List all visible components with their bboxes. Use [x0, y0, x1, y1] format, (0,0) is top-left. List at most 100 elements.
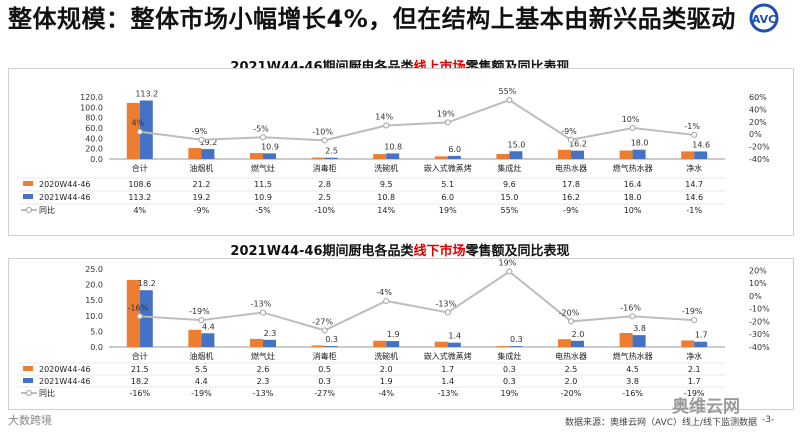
table-cell: 15.0 — [500, 193, 518, 202]
category-label: 电热水器 — [555, 351, 587, 361]
yoy-label: -13% — [251, 299, 272, 308]
bar-curr — [509, 151, 523, 159]
table-cell: 9.6 — [503, 180, 516, 189]
bar-curr — [571, 340, 584, 347]
footer-source: 数据来源：奥维云网（AVC）线上/线下监测数据 — [565, 418, 758, 428]
chart-title-offline-suffix: 零售额及同比表现 — [465, 244, 570, 259]
yoy-label: -9% — [192, 127, 208, 136]
yoy-label: -16% — [620, 303, 641, 312]
table-cell: -27% — [314, 389, 335, 398]
bar-value-label: 15.0 — [507, 140, 525, 149]
table-cell: 14.7 — [685, 180, 703, 189]
table-cell: 14% — [377, 206, 395, 215]
watermark-right: 奥维云网 — [672, 397, 740, 417]
category-label: 集成灶 — [497, 163, 521, 173]
table-cell: -19% — [684, 389, 705, 398]
y-axis-tick-label: 0.0 — [90, 155, 103, 164]
yoy-point — [136, 128, 143, 135]
yoy-label: 10% — [622, 115, 640, 124]
table-cell: 5.1 — [441, 180, 454, 189]
y2-axis-tick-label: -20% — [749, 317, 770, 326]
bar-curr — [571, 150, 584, 159]
yoy-label: 19% — [437, 109, 455, 118]
y-axis-tick-label: 100.0 — [80, 103, 103, 112]
avc-logo: AVC — [749, 3, 779, 33]
table-cell: -9% — [194, 206, 210, 215]
yoy-point — [321, 327, 328, 334]
table-cell: 2.1 — [688, 365, 701, 374]
yoy-point — [568, 318, 574, 325]
legend-label: 同比 — [39, 388, 55, 398]
yoy-line — [139, 98, 695, 142]
yoy-point — [506, 97, 513, 104]
chart-panel-offline: 0.0 5.0 10.0 15.0 20.0 25.0 -40% -30% -20% -10% 0%… — [8, 258, 794, 410]
table-cell: 2.3 — [257, 377, 270, 386]
chart-title-offline-highlight: 线下市场 — [413, 244, 466, 259]
table-cell: 10% — [624, 206, 642, 215]
yoy-point — [691, 131, 698, 138]
bar-curr — [694, 341, 708, 347]
bar-curr — [632, 149, 646, 159]
chart-offline: 0.0 5.0 10.0 15.0 20.0 25.0 -40% -30% -20% -10% 0%… — [17, 259, 770, 398]
table-cell: -20% — [561, 389, 582, 398]
category-label: 净水 — [686, 351, 702, 361]
bar-prev — [619, 332, 633, 347]
y2-axis-tick-label: 0% — [749, 292, 762, 301]
bar-value-label: 1.7 — [695, 331, 708, 340]
yoy-label: 14% — [375, 113, 393, 122]
bar-prev — [619, 150, 633, 159]
table-cell: 19.2 — [192, 193, 210, 202]
y2-axis-tick-label: -40% — [749, 343, 770, 352]
bar-curr — [324, 346, 338, 347]
bar-value-label: 0.3 — [510, 335, 523, 344]
bar-prev — [681, 340, 695, 347]
y-axis-tick-label: 40.0 — [85, 134, 103, 143]
y2-axis-tick-label: 60% — [749, 93, 767, 102]
table-cell: 21.5 — [131, 365, 149, 374]
y2-axis-tick-label: -20% — [749, 143, 770, 152]
bar-curr — [386, 341, 400, 347]
table-cell: -19% — [191, 389, 212, 398]
table-cell: 2.8 — [318, 180, 331, 189]
yoy-label: 55% — [499, 87, 517, 96]
bar-prev — [250, 153, 263, 159]
bar-prev — [434, 156, 448, 159]
yoy-label: 4% — [131, 119, 144, 128]
category-label: 电热水器 — [555, 163, 587, 173]
y-axis-tick-label: 15.0 — [85, 296, 103, 305]
table-cell: 9.5 — [380, 180, 393, 189]
y-axis-tick-label: 60.0 — [85, 124, 103, 133]
yoy-point — [321, 137, 328, 144]
bar-value-label: 2.3 — [264, 329, 277, 338]
page-headline: 整体规模：整体市场小幅增长4%，但在结构上基本由新兴品类驱动 — [8, 5, 736, 33]
table-cell: 1.4 — [441, 377, 454, 386]
table-cell: 1.9 — [380, 377, 393, 386]
category-label: 集成灶 — [497, 351, 521, 361]
chart-panel-online: 0.0 20.0 40.0 60.0 80.0 100.0 120.0 -40% -20% 0% 2… — [8, 68, 794, 236]
y-axis-tick-label: 20.0 — [85, 145, 103, 154]
table-cell: 19% — [439, 206, 457, 215]
category-label: 燃气灶 — [251, 351, 275, 361]
bar-prev — [496, 346, 510, 347]
bar-prev — [558, 339, 571, 347]
y2-axis-tick-label: -40% — [749, 155, 770, 164]
yoy-point — [198, 317, 205, 324]
table-cell: -16% — [622, 389, 643, 398]
chart-title-offline-prefix: 2021W44-46期间厨电各品类 — [230, 244, 414, 259]
legend-marker — [26, 390, 32, 396]
table-cell: 18.0 — [624, 193, 642, 202]
table-cell: 4.5 — [626, 365, 639, 374]
yoy-point — [383, 297, 390, 304]
legend-label: 2020W44-46 — [39, 180, 91, 189]
bar-value-label: 16.2 — [569, 140, 587, 149]
y2-axis-tick-label: -10% — [749, 305, 770, 314]
category-label: 净水 — [686, 163, 702, 173]
yoy-point — [260, 134, 266, 141]
table-cell: 21.2 — [192, 180, 210, 189]
bar-prev — [250, 338, 263, 347]
yoy-label: -9% — [561, 127, 577, 136]
yoy-label: -27% — [312, 317, 333, 326]
bar-prev — [681, 151, 695, 159]
table-cell: 2.0 — [380, 365, 393, 374]
